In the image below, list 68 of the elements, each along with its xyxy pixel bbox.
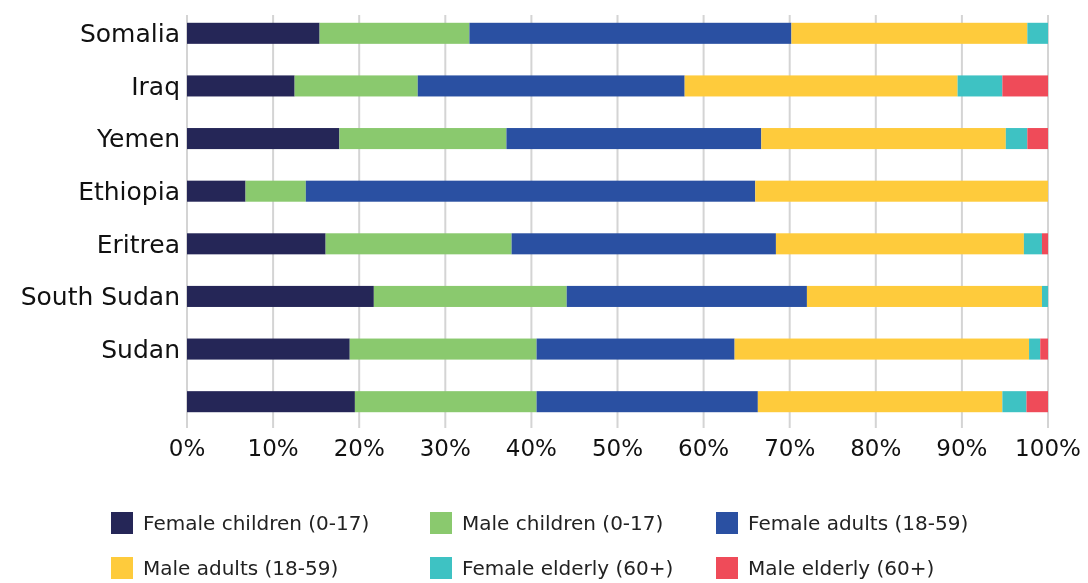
y-tick-label: Eritrea — [96, 229, 180, 259]
y-tick-label: Somalia — [79, 19, 180, 49]
bar — [325, 233, 512, 255]
y-tick-label: Ethiopia — [78, 176, 180, 206]
x-tick-label: 20% — [333, 435, 385, 461]
bar — [1040, 338, 1048, 360]
bar — [566, 285, 807, 307]
legend-label: Female adults (18-59) — [748, 511, 969, 535]
bar — [187, 391, 355, 413]
bar — [339, 128, 507, 150]
bar — [187, 285, 374, 307]
bar — [757, 391, 1003, 413]
legend-label: Male children (0-17) — [462, 511, 664, 535]
bar — [187, 22, 320, 44]
bar — [187, 180, 246, 202]
legend-label: Male adults (18-59) — [143, 556, 339, 580]
bar — [536, 391, 758, 413]
bar — [354, 391, 537, 413]
bar — [1026, 391, 1048, 413]
y-tick-label: Iraq — [131, 71, 180, 101]
bar — [734, 338, 1030, 360]
bar — [957, 75, 1003, 97]
bar — [511, 233, 776, 255]
x-tick-label: 100% — [1015, 435, 1081, 461]
bar — [1027, 22, 1048, 44]
y-tick-label: Yemen — [96, 124, 180, 154]
x-tick-label: 90% — [936, 435, 988, 461]
bar — [187, 75, 295, 97]
bar — [684, 75, 958, 97]
bar — [806, 285, 1042, 307]
bar — [319, 22, 470, 44]
bar — [417, 75, 685, 97]
y-tick-label: South Sudan — [20, 282, 180, 312]
x-tick-label: 70% — [764, 435, 816, 461]
bar — [1023, 233, 1042, 255]
bar — [349, 338, 537, 360]
bar — [1041, 285, 1048, 307]
bar — [305, 180, 756, 202]
x-tick-label: 50% — [591, 435, 644, 461]
bar — [373, 285, 567, 307]
bar — [245, 180, 306, 202]
bar — [1002, 75, 1048, 97]
bar — [187, 233, 326, 255]
bar — [1027, 128, 1048, 150]
bar — [1041, 233, 1048, 255]
bar — [1002, 391, 1027, 413]
x-tick-label: 60% — [678, 435, 730, 461]
bar — [536, 338, 735, 360]
bar — [469, 22, 792, 44]
bar — [187, 338, 350, 360]
bar — [294, 75, 418, 97]
bar — [506, 128, 762, 150]
legend-label: Female elderly (60+) — [462, 556, 674, 580]
x-tick-label: 30% — [419, 435, 471, 461]
x-tick-label: 0% — [168, 435, 206, 461]
bar — [775, 233, 1024, 255]
bar — [1005, 128, 1028, 150]
bar — [1029, 338, 1041, 360]
x-tick-label: 10% — [247, 435, 299, 461]
legend-label: Male elderly (60+) — [748, 556, 935, 580]
bar — [755, 180, 1048, 202]
bar — [187, 128, 340, 150]
bar — [791, 22, 1028, 44]
x-tick-label: 80% — [850, 435, 902, 461]
y-tick-label: Sudan — [101, 334, 180, 364]
legend-label: Female children (0-17) — [143, 511, 370, 535]
x-tick-label: 40% — [505, 435, 557, 461]
bar — [761, 128, 1006, 150]
